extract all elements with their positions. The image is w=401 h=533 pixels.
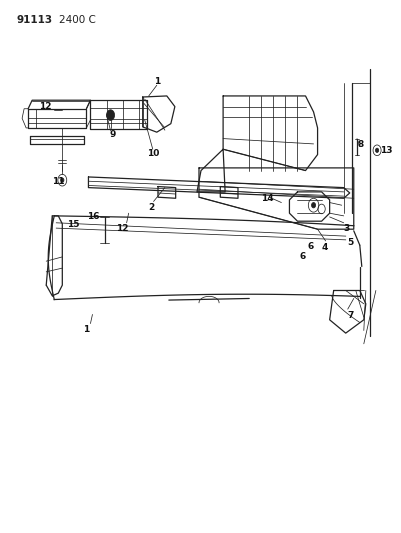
Text: 15: 15 [67,221,80,229]
Text: 8: 8 [357,141,363,149]
Text: 1: 1 [154,77,160,85]
Text: 7: 7 [346,311,353,320]
Circle shape [106,110,114,120]
Text: 91113: 91113 [16,15,52,25]
Text: 11: 11 [52,177,65,185]
Text: 5: 5 [346,238,353,247]
Circle shape [311,203,315,208]
Circle shape [375,148,378,152]
Text: 4: 4 [321,244,327,252]
Text: 1: 1 [83,325,89,334]
Text: 9: 9 [109,130,115,139]
Text: 3: 3 [342,224,349,232]
Circle shape [61,178,64,182]
Text: 13: 13 [379,146,391,155]
Text: 16: 16 [87,213,100,221]
Text: 6: 6 [298,253,305,261]
Text: 2400 C: 2400 C [59,15,96,25]
Text: 2: 2 [148,203,154,212]
Text: 6: 6 [306,242,313,251]
Text: 14: 14 [261,194,273,203]
Text: 10: 10 [146,149,158,158]
Text: 12: 12 [116,224,129,232]
Text: 12: 12 [38,102,51,111]
